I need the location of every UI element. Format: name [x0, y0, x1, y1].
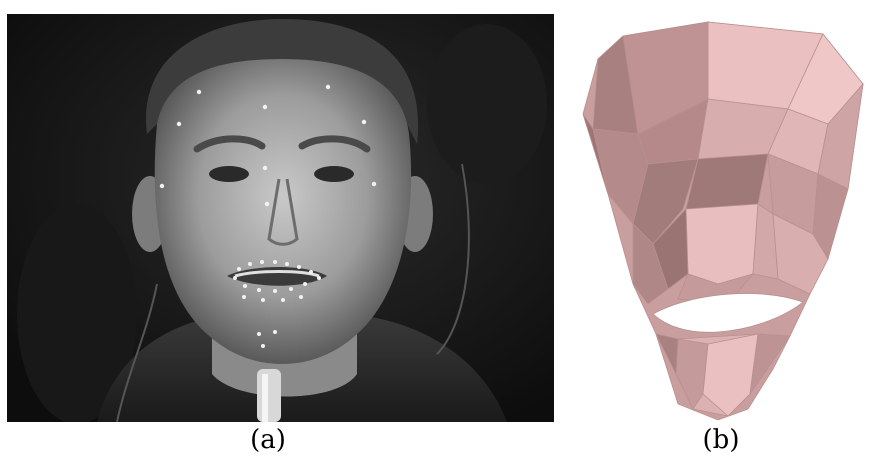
face-mesh-image: [582, 21, 864, 421]
face-photo-panel: [7, 14, 554, 422]
face-photo-image: [7, 14, 554, 422]
caption-a: (a): [250, 425, 286, 455]
face-mesh-panel: [578, 14, 870, 422]
caption-b: (b): [702, 425, 740, 455]
marker-dots: [159, 84, 377, 348]
